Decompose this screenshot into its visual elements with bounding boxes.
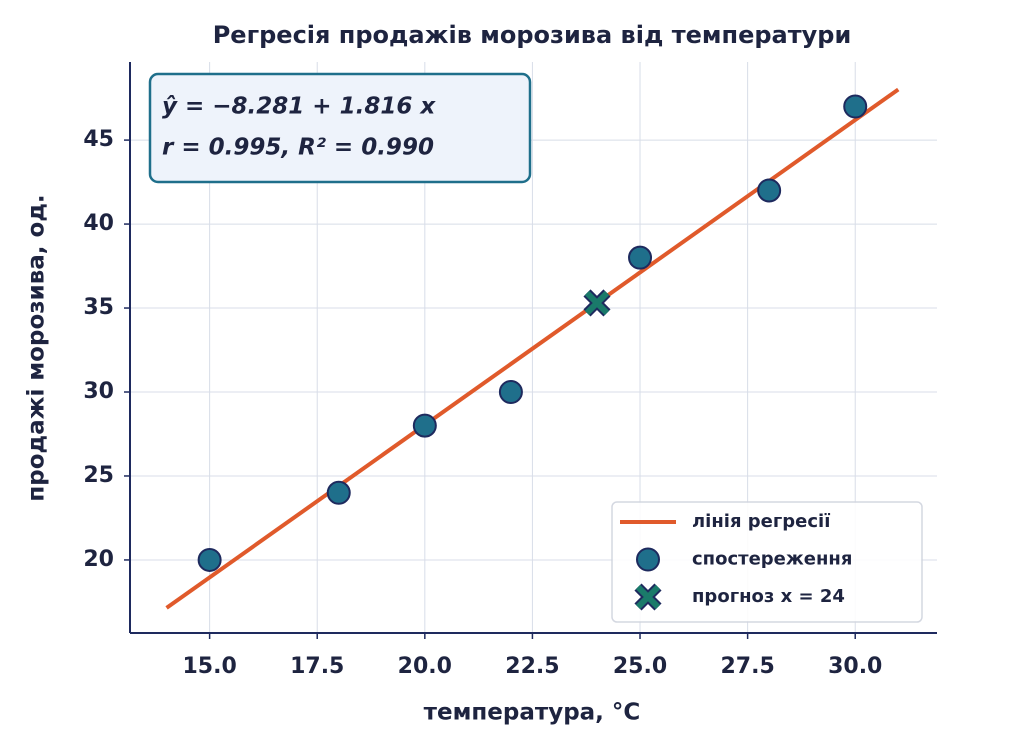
x-axis-label: температура, °C: [424, 700, 641, 726]
data-point: [197, 547, 222, 572]
data-point: [326, 480, 351, 505]
x-marker-body: [635, 584, 661, 610]
x-tick-label: 30.0: [828, 654, 882, 679]
legend-label: прогноз x = 24: [692, 586, 845, 607]
annotation-text: r = 0.995, R² = 0.990: [162, 135, 434, 161]
legend-label: спостереження: [692, 549, 852, 570]
x-marker: [583, 289, 611, 317]
y-tick-label: 45: [83, 127, 114, 152]
data-point: [757, 178, 782, 203]
data-point: [628, 245, 653, 270]
data-point: [498, 380, 523, 405]
y-tick-label: 20: [83, 547, 114, 572]
x-marker: [634, 583, 662, 611]
y-tick-label: 30: [83, 379, 114, 404]
y-tick-label: 25: [83, 463, 114, 488]
x-marker-body: [584, 290, 610, 316]
legend-box: [611, 501, 923, 623]
annotation-text: ŷ = −8.281 + 1.816 x: [162, 94, 436, 120]
regression-line: [165, 87, 900, 610]
x-tick-label: 25.0: [613, 654, 667, 679]
legend-handle: [636, 547, 660, 572]
x-tick-label: 27.5: [720, 654, 774, 679]
x-tick-label: 22.5: [505, 654, 559, 679]
data-point: [843, 94, 868, 119]
x-tick-label: 15.0: [182, 654, 236, 679]
y-axis-label: продажі морозива, од.: [24, 194, 50, 501]
annotation-box: [148, 72, 532, 184]
legend-label: лінія регресії: [692, 511, 830, 532]
chart-title: Регресія продажів морозива від температу…: [213, 21, 852, 49]
data-point: [412, 413, 437, 438]
x-tick-label: 20.0: [398, 654, 452, 679]
x-tick-label: 17.5: [290, 654, 344, 679]
y-tick-label: 35: [83, 295, 114, 320]
y-tick-label: 40: [83, 211, 114, 236]
